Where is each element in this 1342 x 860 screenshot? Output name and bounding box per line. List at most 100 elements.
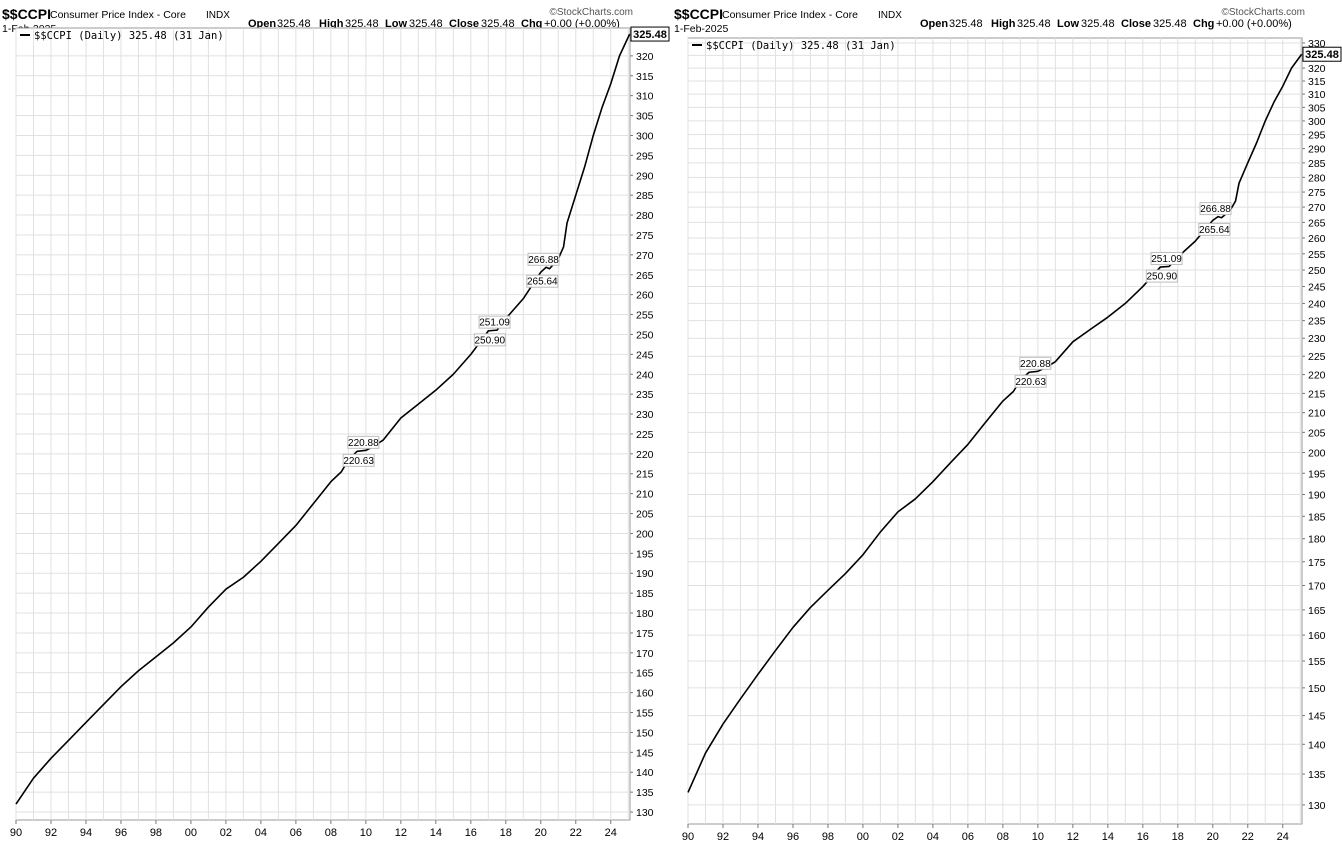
x-tick-label: 96 — [787, 831, 799, 843]
x-tick-label: 96 — [115, 827, 127, 839]
y-tick-label: 270 — [636, 250, 654, 262]
plot-frame — [15, 27, 631, 821]
y-tick-label: 290 — [1308, 144, 1326, 156]
y-tick-label: 215 — [636, 469, 654, 481]
ohlc-high: 325.48 — [1017, 18, 1051, 30]
y-tick-label: 150 — [1308, 683, 1326, 695]
last-price-badge — [630, 26, 670, 42]
ohlc-low-label: Low — [1057, 18, 1079, 30]
y-tick-label: 145 — [1308, 711, 1326, 723]
x-tick-label: 10 — [1032, 831, 1044, 843]
y-tick-label: 260 — [1308, 233, 1326, 245]
annotation-label: 220.63 — [1015, 377, 1046, 388]
y-tick-label: 195 — [636, 548, 654, 560]
annotation-box — [1199, 202, 1232, 216]
x-tick-label: 12 — [395, 827, 407, 839]
x-tick-label: 16 — [1137, 831, 1149, 843]
exchange-label: INDX — [878, 10, 902, 21]
ohlc-chg-label: Chg — [521, 18, 542, 30]
y-tick-label: 175 — [636, 628, 654, 640]
y-tick-label: 200 — [1308, 448, 1326, 460]
y-tick-label: 205 — [1308, 427, 1326, 439]
y-tick-label: 240 — [636, 369, 654, 381]
annotation-box — [473, 333, 506, 347]
x-tick-label: 06 — [290, 827, 302, 839]
last-price-label: 325.48 — [633, 29, 667, 41]
ohlc-open-label: Open — [920, 18, 948, 30]
legend-label: $$CCPI (Daily) 325.48 (31 Jan) — [706, 40, 896, 52]
annotation-box — [1014, 374, 1047, 388]
x-tick-label: 24 — [605, 827, 617, 839]
annotation-label: 250.90 — [1147, 272, 1178, 283]
annotation-label: 266.88 — [1200, 204, 1231, 215]
y-tick-label: 130 — [636, 807, 654, 819]
y-tick-label: 190 — [636, 568, 654, 580]
x-tick-label: 04 — [927, 831, 939, 843]
annotation-label: 220.88 — [348, 438, 379, 449]
y-tick-label: 200 — [636, 528, 654, 540]
annotation-box — [342, 453, 375, 467]
y-tick-label: 165 — [636, 668, 654, 680]
x-tick-label: 90 — [682, 831, 694, 843]
x-tick-label: 14 — [430, 827, 442, 839]
x-tick-label: 10 — [360, 827, 372, 839]
x-tick-label: 98 — [822, 831, 834, 843]
y-tick-label: 290 — [636, 170, 654, 182]
ohlc-low: 325.48 — [409, 18, 443, 30]
y-tick-label: 170 — [1308, 580, 1326, 592]
ohlc-chg: +0.00 (+0.00%) — [1216, 18, 1292, 30]
x-tick-label: 02 — [220, 827, 232, 839]
x-tick-label: 98 — [150, 827, 162, 839]
y-tick-label: 130 — [1308, 800, 1326, 812]
y-tick-label: 135 — [636, 787, 654, 799]
y-tick-label: 210 — [636, 489, 654, 501]
symbol-title: $$CCPI — [674, 6, 723, 22]
last-price-badge — [1302, 46, 1342, 62]
annotation-box — [1019, 356, 1052, 370]
ohlc-high-label: High — [319, 18, 344, 30]
x-tick-label: 16 — [465, 827, 477, 839]
annotation-label: 250.90 — [475, 335, 506, 346]
y-tick-label: 255 — [636, 310, 654, 322]
x-tick-label: 92 — [45, 827, 57, 839]
y-tick-label: 295 — [1308, 130, 1326, 142]
ohlc-close: 325.48 — [481, 18, 515, 30]
y-tick-label: 245 — [1308, 282, 1326, 294]
y-tick-label: 170 — [636, 648, 654, 660]
y-tick-label: 220 — [636, 449, 654, 461]
y-tick-label: 235 — [636, 389, 654, 401]
y-tick-label: 225 — [636, 429, 654, 441]
y-tick-label: 305 — [636, 111, 654, 123]
y-tick-label: 185 — [1308, 511, 1326, 523]
plot-frame — [687, 37, 1303, 825]
y-tick-label: 310 — [636, 91, 654, 103]
ohlc-chg-label: Chg — [1193, 18, 1214, 30]
chart-panel-log: $$CCPI Consumer Price Index - Core INDX 1-F… — [672, 0, 1342, 860]
y-tick-label: 235 — [1308, 316, 1326, 328]
y-tick-label: 185 — [636, 588, 654, 600]
last-price-label: 325.48 — [1305, 49, 1339, 61]
y-tick-label: 285 — [1308, 158, 1326, 170]
symbol-title: $$CCPI — [2, 6, 51, 22]
y-tick-label: 220 — [1308, 370, 1326, 382]
x-tick-label: 08 — [997, 831, 1009, 843]
y-tick-label: 295 — [636, 150, 654, 162]
annotation-label: 220.63 — [343, 456, 374, 467]
y-tick-label: 270 — [1308, 202, 1326, 214]
x-tick-label: 06 — [962, 831, 974, 843]
x-tick-label: 18 — [500, 827, 512, 839]
x-tick-label: 90 — [10, 827, 22, 839]
ohlc-close: 325.48 — [1153, 18, 1187, 30]
index-name: Consumer Price Index - Core — [50, 9, 186, 21]
y-tick-label: 310 — [1308, 89, 1326, 101]
exchange-label: INDX — [206, 10, 230, 21]
annotation-box — [1150, 251, 1183, 265]
ohlc-open: 325.48 — [277, 18, 311, 30]
y-tick-label: 135 — [1308, 769, 1326, 781]
ohlc-open-label: Open — [248, 18, 276, 30]
y-tick-label: 140 — [1308, 739, 1326, 751]
watermark: ©StockCharts.com — [1221, 7, 1305, 18]
